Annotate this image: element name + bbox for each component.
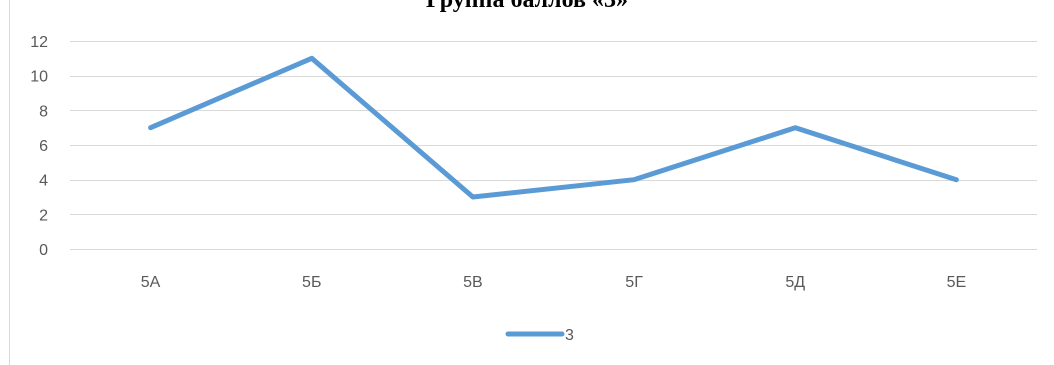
x-axis-tick-labels: 5А 5Б 5В 5Г 5Д 5Е [141, 274, 966, 291]
y-tick-label: 12 [30, 34, 48, 51]
chart-title: Группа баллов «3» [426, 0, 628, 13]
legend: 3 [505, 327, 574, 344]
x-tick-label: 5А [141, 274, 161, 291]
y-tick-label: 10 [30, 69, 48, 86]
x-tick-label: 5В [463, 274, 483, 291]
y-tick-label: 4 [39, 173, 48, 190]
x-tick-label: 5Г [625, 274, 643, 291]
series-lines [148, 55, 959, 200]
gridlines [70, 41, 1037, 250]
y-tick-label: 8 [39, 103, 48, 120]
series-line [148, 55, 959, 200]
y-tick-label: 0 [39, 242, 48, 259]
y-axis-tick-labels: 0 2 4 6 8 10 12 [30, 34, 48, 259]
legend-label: 3 [565, 327, 574, 344]
x-tick-label: 5Е [947, 274, 967, 291]
x-tick-label: 5Б [302, 274, 321, 291]
x-tick-label: 5Д [785, 274, 805, 291]
y-tick-label: 2 [39, 207, 48, 224]
y-tick-label: 6 [39, 138, 48, 155]
